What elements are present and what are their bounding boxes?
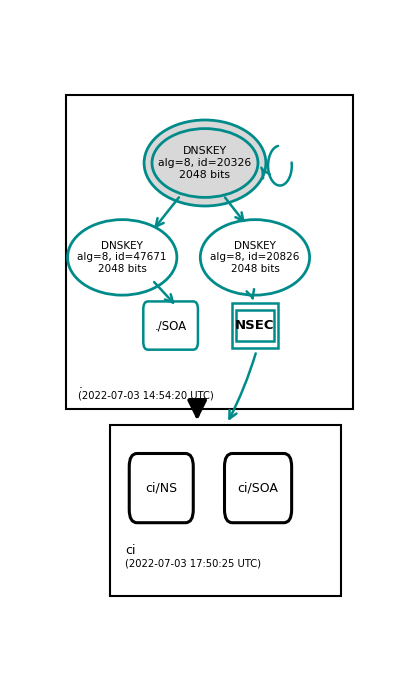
FancyBboxPatch shape	[143, 302, 198, 349]
Ellipse shape	[144, 120, 266, 206]
Bar	[232, 303, 278, 348]
Ellipse shape	[200, 220, 310, 295]
Ellipse shape	[68, 220, 177, 295]
Text: DNSKEY
alg=8, id=47671
2048 bits: DNSKEY alg=8, id=47671 2048 bits	[77, 241, 167, 274]
Ellipse shape	[152, 129, 258, 197]
Text: .: .	[79, 379, 83, 392]
Text: ci/NS: ci/NS	[145, 481, 177, 494]
Bar	[66, 95, 353, 409]
Text: ./SOA: ./SOA	[155, 319, 187, 332]
Text: (2022-07-03 17:50:25 UTC): (2022-07-03 17:50:25 UTC)	[125, 558, 261, 568]
Text: (2022-07-03 14:54:20 UTC): (2022-07-03 14:54:20 UTC)	[79, 391, 214, 401]
FancyBboxPatch shape	[129, 454, 193, 523]
Text: ci/SOA: ci/SOA	[238, 481, 278, 494]
Bar	[110, 425, 341, 596]
Text: DNSKEY
alg=8, id=20326
2048 bits: DNSKEY alg=8, id=20326 2048 bits	[158, 146, 251, 180]
Bar	[236, 311, 274, 340]
Text: NSEC: NSEC	[235, 319, 275, 332]
Text: ci: ci	[125, 543, 136, 556]
Text: DNSKEY
alg=8, id=20826
2048 bits: DNSKEY alg=8, id=20826 2048 bits	[210, 241, 300, 274]
FancyBboxPatch shape	[224, 454, 292, 523]
